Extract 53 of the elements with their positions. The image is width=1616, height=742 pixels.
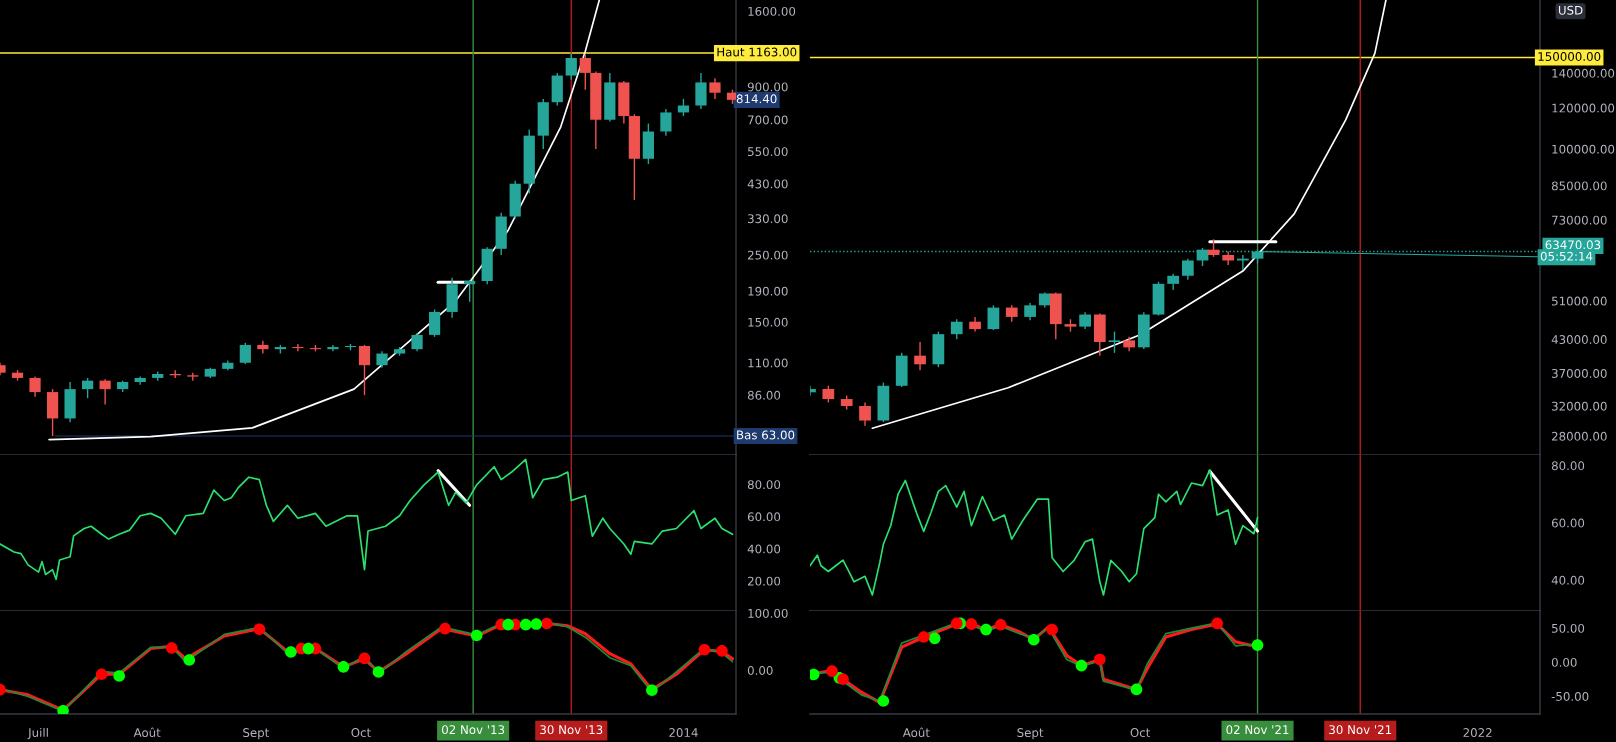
- ref-line-label: 30 Nov '13: [540, 725, 603, 735]
- x-tick-label: Août: [133, 727, 161, 738]
- y-tick-label: -50.00: [1551, 691, 1589, 701]
- y-tick-label: 40.00: [1551, 575, 1585, 585]
- x-tick-label: Juill: [27, 727, 48, 740]
- annotation: Bas 63.00: [737, 430, 795, 440]
- y-tick-label: 51000.00: [1552, 296, 1607, 306]
- y-tick-label: 1600.00: [748, 6, 796, 16]
- y-tick-label: 80.00: [747, 480, 781, 490]
- ref-line-label: 02 Nov '21: [1226, 725, 1289, 735]
- y-tick-label: 86.00: [747, 390, 781, 400]
- y-tick-label: 140000.00: [1552, 68, 1615, 78]
- y-tick-label: 550.00: [748, 147, 788, 157]
- y-tick-label: 32000.00: [1552, 401, 1607, 411]
- y-tick-label: 700.00: [748, 115, 788, 125]
- x-tick-label: Sept: [1017, 728, 1044, 740]
- x-tick-label: 2014: [669, 728, 698, 738]
- y-tick-label: 20.00: [747, 576, 781, 586]
- y-tick-label: 60.00: [747, 512, 781, 522]
- y-tick-label: 150.00: [748, 317, 788, 327]
- y-tick-label: 330.00: [748, 214, 788, 224]
- annotation: 05:52:14: [1540, 251, 1593, 261]
- ref-line-label: 30 Nov '21: [1329, 725, 1392, 735]
- ref-line-label: 02 Nov '13: [442, 725, 505, 735]
- y-tick-label: 60.00: [1551, 518, 1585, 528]
- y-tick-label: 73000.00: [1552, 215, 1607, 225]
- y-tick-label: 0.00: [1551, 657, 1577, 667]
- ref-line-label: 63470.03: [1545, 240, 1601, 250]
- x-tick-label: Août: [902, 727, 930, 738]
- ref-line-label: 150000.00: [1538, 52, 1601, 61]
- y-tick-label: 28000.00: [1551, 431, 1607, 441]
- x-tick-label: 2022: [1463, 728, 1492, 738]
- y-tick-label: 100.00: [748, 608, 788, 618]
- annotation: 814.40: [736, 94, 777, 104]
- y-tick-label: 190.00: [748, 286, 788, 296]
- y-tick-label: 43000.00: [1551, 335, 1607, 344]
- y-tick-label: 37000.00: [1552, 368, 1607, 378]
- y-tick-label: 50.00: [1552, 623, 1585, 633]
- y-tick-label: 900.00: [747, 82, 788, 92]
- x-tick-label: Oct: [351, 728, 371, 738]
- y-tick-label: 40.00: [747, 544, 781, 554]
- x-tick-label: Oct: [1130, 728, 1151, 738]
- y-tick-label: 80.00: [1551, 461, 1585, 471]
- y-tick-label: 430.00: [747, 179, 788, 189]
- y-tick-label: 250.00: [747, 250, 788, 260]
- text: USD: [1558, 5, 1583, 15]
- ref-line-label: Haut 1163.00: [717, 47, 797, 57]
- x-tick-label: Sept: [243, 728, 269, 740]
- y-tick-label: 120000.00: [1552, 103, 1615, 113]
- y-tick-label: 85000.00: [1551, 181, 1607, 191]
- y-tick-label: 110.00: [748, 358, 788, 368]
- y-tick-label: 0.00: [747, 665, 773, 675]
- y-tick-label: 100000.00: [1552, 144, 1615, 154]
